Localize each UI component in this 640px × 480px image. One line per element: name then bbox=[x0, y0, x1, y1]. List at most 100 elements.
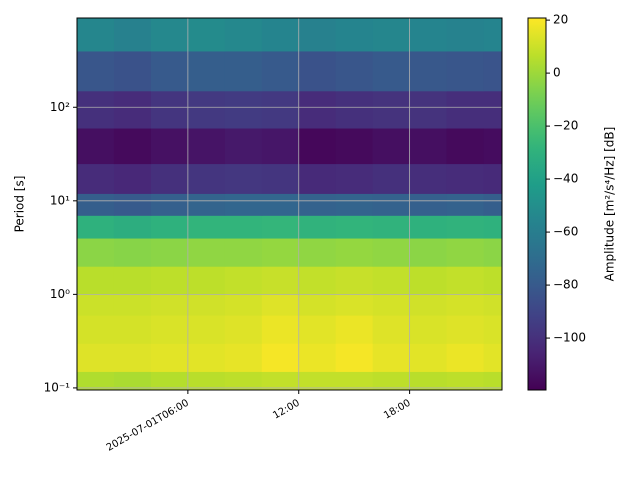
heatmap-cell bbox=[77, 18, 115, 52]
heatmap-cell bbox=[224, 18, 263, 52]
heatmap-cell bbox=[113, 50, 152, 92]
heatmap-cell bbox=[187, 18, 226, 52]
heatmap-cell bbox=[261, 128, 300, 165]
heatmap-cell bbox=[77, 238, 115, 267]
y-tick-label: 10¹ bbox=[50, 193, 70, 207]
heatmap-cell bbox=[409, 50, 448, 92]
heatmap-cell bbox=[409, 371, 448, 391]
heatmap-cell bbox=[446, 315, 485, 344]
heatmap-cell bbox=[372, 266, 411, 295]
heatmap-cell bbox=[150, 163, 189, 194]
heatmap-cell bbox=[446, 266, 485, 295]
heatmap-cell bbox=[150, 294, 189, 316]
x-tick-label: 18:00 bbox=[382, 398, 412, 422]
heatmap-cell bbox=[298, 238, 337, 267]
heatmap-cell bbox=[261, 315, 300, 344]
heatmap-cell bbox=[150, 18, 189, 52]
heatmap-cell bbox=[187, 215, 226, 239]
heatmap-cell bbox=[187, 128, 226, 165]
heatmap-cell bbox=[113, 128, 152, 165]
heatmap-cell bbox=[187, 50, 226, 92]
heatmap-cell bbox=[335, 343, 374, 372]
colorbar-label: Amplitude [m²/s⁴/Hz] [dB] bbox=[603, 127, 617, 282]
heatmap-cell bbox=[150, 90, 189, 129]
heatmap-cell bbox=[335, 18, 374, 52]
heatmap-cell bbox=[150, 50, 189, 92]
colorbar-tick-label: 0 bbox=[553, 66, 561, 80]
heatmap-cell bbox=[77, 294, 115, 316]
heatmap-cell bbox=[483, 266, 503, 295]
heatmap-cell bbox=[187, 90, 226, 129]
y-tick-label: 10⁰ bbox=[50, 287, 70, 301]
heatmap-cell bbox=[483, 90, 503, 129]
heatmap-cell bbox=[261, 50, 300, 92]
heatmap-cell bbox=[372, 315, 411, 344]
heatmap-cell bbox=[224, 163, 263, 194]
heatmap-cell bbox=[150, 315, 189, 344]
heatmap-cell bbox=[298, 128, 337, 165]
heatmap-cell bbox=[77, 193, 115, 216]
heatmap-cell bbox=[261, 193, 300, 216]
heatmap-cell bbox=[150, 266, 189, 295]
heatmap-cell bbox=[372, 90, 411, 129]
heatmap-cell bbox=[446, 90, 485, 129]
heatmap-cell bbox=[224, 128, 263, 165]
heatmap-cell bbox=[77, 371, 115, 391]
heatmap-cell bbox=[150, 371, 189, 391]
heatmap-cell bbox=[187, 343, 226, 372]
heatmap-cell bbox=[409, 238, 448, 267]
heatmap-cell bbox=[224, 193, 263, 216]
heatmap-cell bbox=[446, 343, 485, 372]
colorbar-tick-label: −100 bbox=[553, 331, 586, 345]
heatmap-cell bbox=[483, 238, 503, 267]
heatmap-cell bbox=[335, 128, 374, 165]
heatmap-cell bbox=[150, 215, 189, 239]
heatmap-cell bbox=[187, 238, 226, 267]
heatmap-cell bbox=[298, 163, 337, 194]
heatmap-cell bbox=[261, 18, 300, 52]
heatmap-cell bbox=[335, 371, 374, 391]
heatmap-cell bbox=[261, 294, 300, 316]
heatmap-cell bbox=[224, 315, 263, 344]
heatmap-cell bbox=[483, 50, 503, 92]
heatmap-cell bbox=[483, 215, 503, 239]
heatmap-cell bbox=[298, 343, 337, 372]
heatmap-cell bbox=[224, 371, 263, 391]
heatmap bbox=[77, 18, 503, 391]
heatmap-cell bbox=[483, 193, 503, 216]
heatmap-cell bbox=[113, 238, 152, 267]
heatmap-cell bbox=[446, 215, 485, 239]
heatmap-cell bbox=[77, 215, 115, 239]
heatmap-cell bbox=[77, 343, 115, 372]
heatmap-cell bbox=[298, 371, 337, 391]
heatmap-cell bbox=[298, 193, 337, 216]
heatmap-cell bbox=[261, 266, 300, 295]
heatmap-cell bbox=[113, 266, 152, 295]
y-tick-label: 10⁻¹ bbox=[44, 380, 71, 394]
heatmap-cell bbox=[335, 238, 374, 267]
heatmap-cell bbox=[446, 193, 485, 216]
plot-frame bbox=[76, 17, 503, 391]
heatmap-cell bbox=[150, 343, 189, 372]
heatmap-cell bbox=[261, 343, 300, 372]
heatmap-cell bbox=[483, 294, 503, 316]
heatmap-cell bbox=[446, 128, 485, 165]
heatmap-cell bbox=[409, 215, 448, 239]
heatmap-cell bbox=[150, 193, 189, 216]
y-axis-label: Period [s] bbox=[13, 176, 27, 233]
heatmap-cell bbox=[372, 238, 411, 267]
heatmap-cell bbox=[372, 50, 411, 92]
heatmap-cell bbox=[113, 371, 152, 391]
heatmap-cell bbox=[335, 315, 374, 344]
heatmap-cell bbox=[77, 315, 115, 344]
heatmap-cell bbox=[261, 238, 300, 267]
heatmap-cell bbox=[298, 18, 337, 52]
heatmap-cell bbox=[224, 90, 263, 129]
heatmap-cell bbox=[298, 50, 337, 92]
heatmap-cell bbox=[113, 343, 152, 372]
heatmap-cell bbox=[372, 163, 411, 194]
heatmap-cell bbox=[261, 371, 300, 391]
heatmap-cell bbox=[372, 294, 411, 316]
heatmap-cell bbox=[409, 315, 448, 344]
colorbar-tick-label: −20 bbox=[553, 119, 578, 133]
